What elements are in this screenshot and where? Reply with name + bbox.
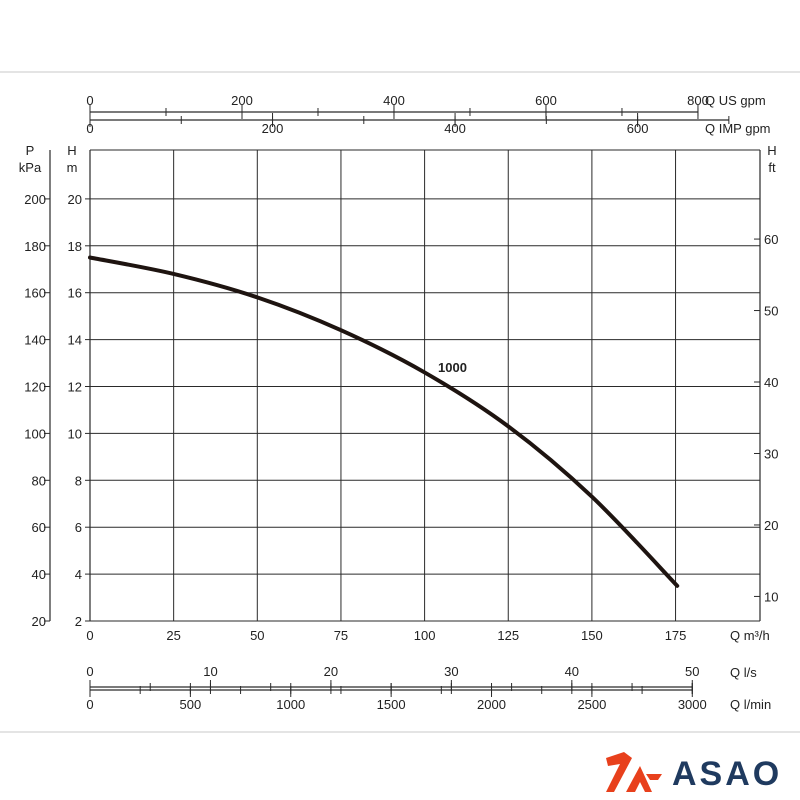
right-ft-tick-label: 10 [764,589,778,604]
left-h-tick-label: 20 [68,192,82,207]
bottom-ls-tick-label: 0 [86,664,93,679]
bottom-lmin-title: Q l/min [730,697,771,712]
bottom-ls-tick-label: 10 [203,664,217,679]
tick-labels: 2468101214161820Hm2040608010012014016018… [19,93,779,712]
bottom-lmin-tick-label: 3000 [678,697,707,712]
top-imp-gpm-title: Q IMP gpm [705,121,771,136]
right-ft-tick-label: 30 [764,446,778,461]
left-p-tick-label: 140 [24,333,46,348]
top-imp-gpm-tick-label: 400 [444,121,466,136]
x-tick-label: 100 [414,628,436,643]
bottom-lmin-tick-label: 500 [180,697,202,712]
x-tick-label: 25 [166,628,180,643]
left-h-tick-label: 6 [75,520,82,535]
left-p-tick-label: 40 [32,567,46,582]
logo-mark-icon [606,752,662,792]
series-label-1000: 1000 [438,360,467,375]
axes [44,105,760,697]
left-h-unit-top: H [67,143,76,158]
top-us-gpm-tick-label: 400 [383,93,405,108]
x-tick-label: 175 [665,628,687,643]
left-p-tick-label: 20 [32,614,46,629]
left-h-tick-label: 12 [68,380,82,395]
left-h-tick-label: 16 [68,286,82,301]
left-p-tick-label: 160 [24,286,46,301]
series [88,255,680,588]
logo-mark-shape [606,752,632,792]
asao-logo: ASAO [602,748,798,798]
right-ft-tick-label: 20 [764,518,778,533]
bottom-ls-tick-label: 40 [565,664,579,679]
top-us-gpm-tick-label: 0 [86,93,93,108]
bottom-lmin-tick-label: 2000 [477,697,506,712]
x-axis-title: Q m³/h [730,628,770,643]
bottom-ls-tick-label: 50 [685,664,699,679]
top-imp-gpm-tick-label: 200 [262,121,284,136]
left-p-unit-top: P [26,143,35,158]
left-p-tick-label: 80 [32,473,46,488]
left-h-tick-label: 2 [75,614,82,629]
x-tick-label: 50 [250,628,264,643]
x-tick-label: 0 [86,628,93,643]
logo-mark-shape [646,774,662,780]
left-h-tick-label: 14 [68,333,82,348]
top-us-gpm-tick-label: 600 [535,93,557,108]
right-ft-tick-label: 60 [764,232,778,247]
right-ft-tick-label: 40 [764,375,778,390]
left-h-tick-label: 10 [68,426,82,441]
bottom-lmin-tick-label: 1000 [276,697,305,712]
series-curve-1000 [88,255,680,588]
grid [89,149,761,622]
top-us-gpm-tick-label: 800 [687,93,709,108]
left-p-tick-label: 120 [24,380,46,395]
bottom-lmin-tick-label: 2500 [577,697,606,712]
right-ft-unit-bottom: ft [768,160,776,175]
top-us-gpm-tick-label: 200 [231,93,253,108]
bottom-ls-tick-label: 20 [324,664,338,679]
left-h-tick-label: 4 [75,567,82,582]
logo-wordmark: ASAO [672,755,783,793]
top-imp-gpm-tick-label: 0 [86,121,93,136]
x-tick-label: 75 [334,628,348,643]
left-p-tick-label: 100 [24,426,46,441]
right-ft-tick-label: 50 [764,304,778,319]
bottom-lmin-tick-label: 1500 [377,697,406,712]
logo-mark-shape [626,766,652,792]
left-h-tick-label: 18 [68,239,82,254]
x-tick-label: 125 [497,628,519,643]
left-p-tick-label: 180 [24,239,46,254]
left-h-unit-bottom: m [67,160,78,175]
left-p-tick-label: 200 [24,192,46,207]
left-p-unit-bottom: kPa [19,160,42,175]
left-p-tick-label: 60 [32,520,46,535]
bottom-ls-tick-label: 30 [444,664,458,679]
bottom-ls-title: Q l/s [730,665,757,680]
top-imp-gpm-tick-label: 600 [627,121,649,136]
top-us-gpm-title: Q US gpm [705,93,766,108]
left-h-tick-label: 8 [75,473,82,488]
bottom-lmin-tick-label: 0 [86,697,93,712]
right-ft-unit-top: H [767,143,776,158]
x-tick-label: 150 [581,628,603,643]
